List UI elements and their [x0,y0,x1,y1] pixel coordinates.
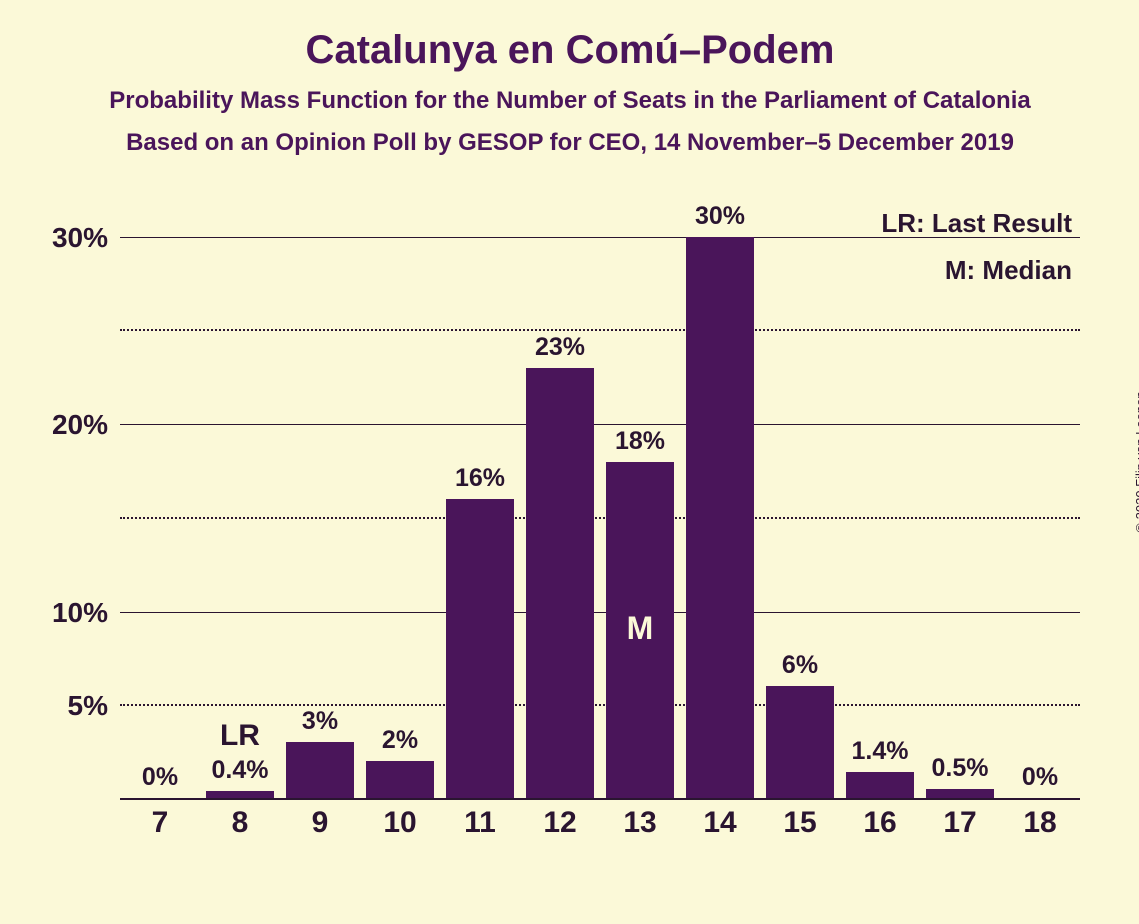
x-tick-label: 14 [680,800,760,840]
median-annotation: M [627,610,654,647]
bar: 1.4% [846,772,915,798]
x-tick-label: 15 [760,800,840,840]
x-tick-label: 13 [600,800,680,840]
bar-value-label: 18% [615,427,665,456]
bar-slot: 3% [280,200,360,798]
bar-slot: 23% [520,200,600,798]
x-tick-label: 11 [440,800,520,840]
bar: 3% [286,742,355,798]
chart-title: Catalunya en Comú–Podem [40,28,1100,73]
bar-slot: 0% [1000,200,1080,798]
bar-slot: 0.4% LR [200,200,280,798]
chart-container: Catalunya en Comú–Podem Probability Mass… [40,20,1100,900]
x-tick-label: 16 [840,800,920,840]
bar-slot: 16% [440,200,520,798]
bar-slot: 0.5% [920,200,1000,798]
x-tick-label: 12 [520,800,600,840]
bar-value-label: 30% [695,202,745,231]
x-tick-label: 9 [280,800,360,840]
x-tick-label: 8 [200,800,280,840]
y-tick-label: 5% [68,690,108,722]
bar-value-label: 3% [302,707,338,736]
bar-value-label: 6% [782,651,818,680]
bar: 2% [366,761,435,798]
last-result-annotation: LR [220,719,260,753]
y-tick-label: 20% [52,409,108,441]
bars-group: 0%0.4%LR3%2%16%23%18%M30%6%1.4%0.5%0% [120,200,1080,800]
plot-area: LR: Last Result M: Median 5%10%20%30% 0%… [120,200,1080,840]
x-tick-label: 10 [360,800,440,840]
bar-value-label: 0.4% [211,756,268,785]
chart-subtitle-2: Based on an Opinion Poll by GESOP for CE… [40,129,1100,157]
bar-value-label: 0% [1022,763,1058,792]
bar-value-label: 2% [382,726,418,755]
bar-slot: 2% [360,200,440,798]
bar: 16% [446,499,515,798]
bar: 30% [686,237,755,798]
bar-value-label: 0.5% [931,754,988,783]
bar-value-label: 23% [535,333,585,362]
bar-slot: 1.4% [840,200,920,798]
y-tick-label: 10% [52,597,108,629]
bar: 23% [526,368,595,798]
bar-value-label: 1.4% [851,737,908,766]
bar: 0.4%LR [206,791,275,798]
bar: 18%M [606,462,675,798]
bar-slot: 0% [120,200,200,798]
copyright-text: © 2020 Filip van Laenen [1133,391,1139,532]
y-tick-label: 30% [52,222,108,254]
bar: 0.5% [926,789,995,798]
x-axis-labels: 789101112131415161718 [120,800,1080,840]
bar-slot: 18% M [600,200,680,798]
bar-value-label: 0% [142,763,178,792]
bar-slot: 30% [680,200,760,798]
x-tick-label: 7 [120,800,200,840]
bar-slot: 6% [760,200,840,798]
x-tick-label: 17 [920,800,1000,840]
chart-subtitle-1: Probability Mass Function for the Number… [40,87,1100,115]
bar-value-label: 16% [455,464,505,493]
bar: 6% [766,686,835,798]
x-tick-label: 18 [1000,800,1080,840]
